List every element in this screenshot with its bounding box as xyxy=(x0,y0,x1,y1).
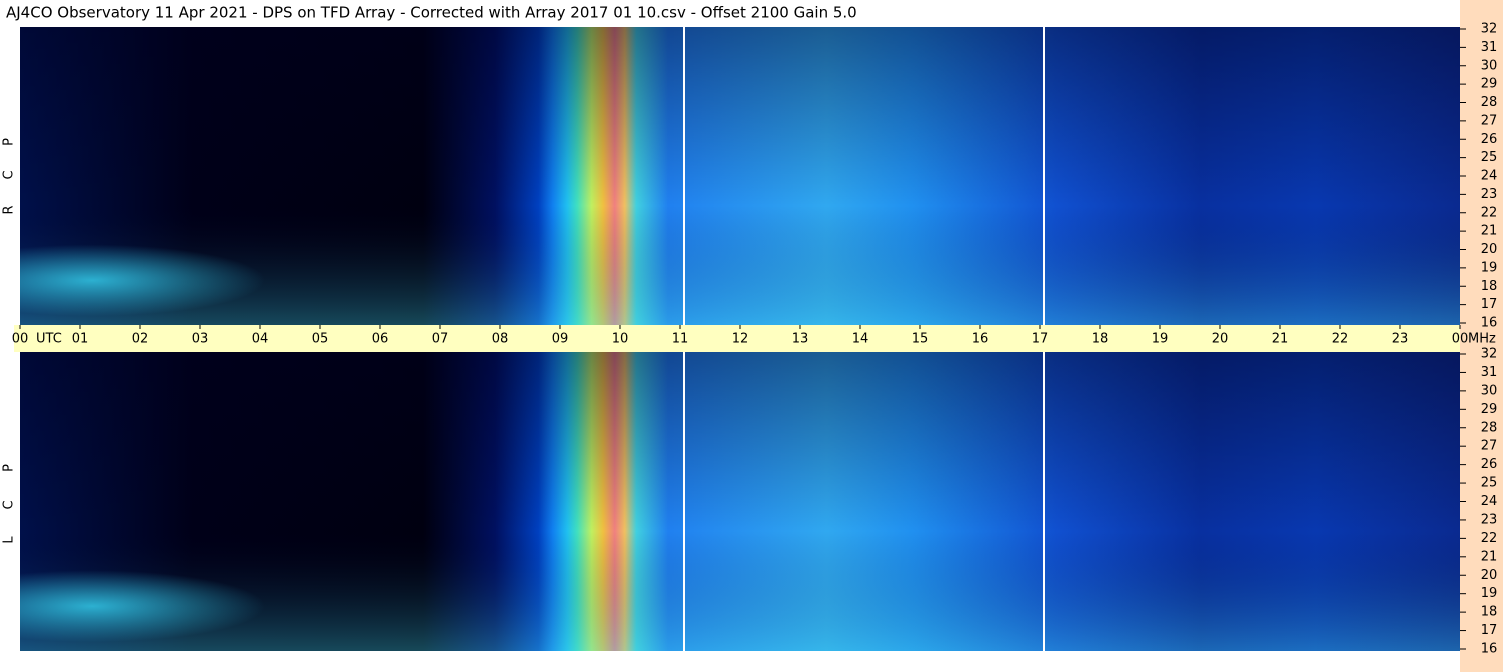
panel-label: L xyxy=(2,536,17,544)
frequency-label: 20 xyxy=(1481,242,1498,257)
time-label: 00 xyxy=(1452,332,1469,347)
frequency-label: 18 xyxy=(1481,605,1498,620)
time-label: 22 xyxy=(1332,332,1349,347)
frequency-label: 23 xyxy=(1481,187,1498,202)
frequency-label: 19 xyxy=(1481,586,1498,601)
time-label: 12 xyxy=(732,332,749,347)
frequency-label: 29 xyxy=(1481,77,1498,92)
frequency-label: 28 xyxy=(1481,420,1498,435)
panel-bottom xyxy=(20,352,1460,651)
frequency-label: 27 xyxy=(1481,439,1498,454)
frequency-label: 21 xyxy=(1481,224,1498,239)
time-label: 07 xyxy=(432,332,449,347)
frequency-label: 32 xyxy=(1481,22,1498,37)
time-axis-band xyxy=(14,325,1460,352)
marker-line xyxy=(683,352,685,651)
frequency-label: 32 xyxy=(1481,347,1498,362)
frequency-label: 17 xyxy=(1481,297,1498,312)
frequency-label: 31 xyxy=(1481,365,1498,380)
frequency-label: 18 xyxy=(1481,279,1498,294)
time-label: 08 xyxy=(492,332,509,347)
spectrogram-patch xyxy=(20,27,1460,325)
time-label: 20 xyxy=(1212,332,1229,347)
frequency-label: 25 xyxy=(1481,150,1498,165)
time-label: 05 xyxy=(312,332,329,347)
marker-line xyxy=(683,27,685,325)
frequency-label: 20 xyxy=(1481,568,1498,583)
time-label: 18 xyxy=(1092,332,1109,347)
frequency-label: 28 xyxy=(1481,95,1498,110)
frequency-label: 21 xyxy=(1481,549,1498,564)
time-label: 14 xyxy=(852,332,869,347)
frequency-label: 22 xyxy=(1481,531,1498,546)
time-label: 13 xyxy=(792,332,809,347)
frequency-label: 16 xyxy=(1481,642,1498,657)
frequency-label: 24 xyxy=(1481,169,1498,184)
title: AJ4CO Observatory 11 Apr 2021 - DPS on T… xyxy=(6,4,857,22)
time-label: 10 xyxy=(612,332,629,347)
time-label: 03 xyxy=(192,332,209,347)
panel-label: P xyxy=(2,138,17,146)
frequency-label: 30 xyxy=(1481,58,1498,73)
time-label: 00 xyxy=(12,332,29,347)
frequency-label: 26 xyxy=(1481,132,1498,147)
time-label: 06 xyxy=(372,332,389,347)
time-label: 09 xyxy=(552,332,569,347)
time-unit: UTC xyxy=(36,332,62,347)
frequency-label: 26 xyxy=(1481,457,1498,472)
time-label: 23 xyxy=(1392,332,1409,347)
panel-label: C xyxy=(2,170,17,179)
time-label: 02 xyxy=(132,332,149,347)
time-label: 11 xyxy=(672,332,689,347)
panel-label: P xyxy=(2,464,17,472)
marker-line xyxy=(1043,27,1045,325)
time-label: 19 xyxy=(1152,332,1169,347)
frequency-label: 29 xyxy=(1481,402,1498,417)
frequency-label: 17 xyxy=(1481,623,1498,638)
frequency-label: 16 xyxy=(1481,316,1498,331)
time-label: 16 xyxy=(972,332,989,347)
frequency-label: 27 xyxy=(1481,113,1498,128)
frequency-label: 22 xyxy=(1481,205,1498,220)
marker-line xyxy=(1043,352,1045,651)
frequency-unit: MHz xyxy=(1468,332,1496,347)
panel-label: C xyxy=(2,500,17,509)
frequency-label: 31 xyxy=(1481,40,1498,55)
frequency-strip xyxy=(1460,0,1503,672)
frequency-label: 25 xyxy=(1481,476,1498,491)
time-label: 17 xyxy=(1032,332,1049,347)
frequency-label: 19 xyxy=(1481,260,1498,275)
frequency-label: 24 xyxy=(1481,494,1498,509)
frequency-label: 23 xyxy=(1481,512,1498,527)
time-label: 01 xyxy=(72,332,89,347)
time-label: 04 xyxy=(252,332,269,347)
frequency-label: 30 xyxy=(1481,383,1498,398)
panel-label: R xyxy=(2,205,17,214)
spectrogram-patch xyxy=(20,352,1460,651)
time-label: 21 xyxy=(1272,332,1289,347)
time-label: 15 xyxy=(912,332,929,347)
panel-top xyxy=(20,27,1460,325)
